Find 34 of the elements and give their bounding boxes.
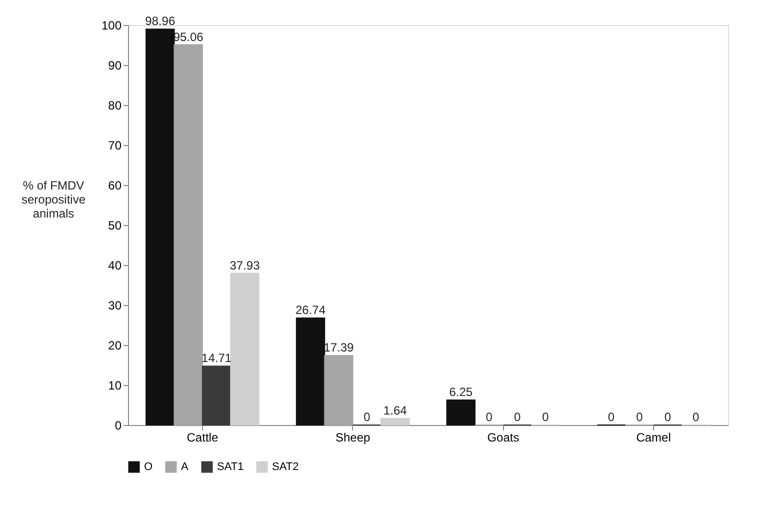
data-label: 0 xyxy=(542,410,550,424)
y-tick-label: 20 xyxy=(108,338,122,352)
data-label: 0 xyxy=(692,410,700,424)
y-tick-label: 10 xyxy=(108,378,122,392)
data-label: 1.64 xyxy=(383,403,408,418)
y-tick-label: 40 xyxy=(108,258,122,272)
y-tick-label: 80 xyxy=(108,98,122,112)
data-label: 98.96 xyxy=(145,14,176,28)
x-tick-label: Sheep xyxy=(335,430,370,444)
legend-label: SAT2 xyxy=(272,461,299,473)
legend-label: O xyxy=(144,461,153,473)
data-label: 37.93 xyxy=(230,258,260,272)
data-label: 0 xyxy=(608,410,615,424)
data-label: 0 xyxy=(486,410,493,424)
data-label: 6.25 xyxy=(449,385,473,399)
data-label: 14.71 xyxy=(202,351,232,366)
data-label: 26.74 xyxy=(296,303,326,318)
y-tick-label: 70 xyxy=(108,138,122,152)
y-tick-label: 30 xyxy=(108,298,122,312)
data-label: 0 xyxy=(514,410,521,424)
x-tick-label: Goats xyxy=(487,430,520,444)
legend-label: A xyxy=(181,461,189,473)
data-label: 0 xyxy=(664,410,672,424)
y-axis-title: % of FMDV seropositive animals xyxy=(21,178,86,220)
data-label: 0 xyxy=(636,410,644,424)
x-tick-label: Camel xyxy=(636,430,671,444)
y-tick-label: 90 xyxy=(108,58,122,72)
y-tick-label: 50 xyxy=(108,218,122,232)
legend-label: SAT1 xyxy=(217,461,244,473)
y-tick-label: 100 xyxy=(101,18,122,32)
x-tick-label: Cattle xyxy=(186,430,218,444)
y-tick-label: 0 xyxy=(114,418,122,432)
data-label: 0 xyxy=(364,410,371,424)
y-tick-label: 60 xyxy=(108,178,122,192)
